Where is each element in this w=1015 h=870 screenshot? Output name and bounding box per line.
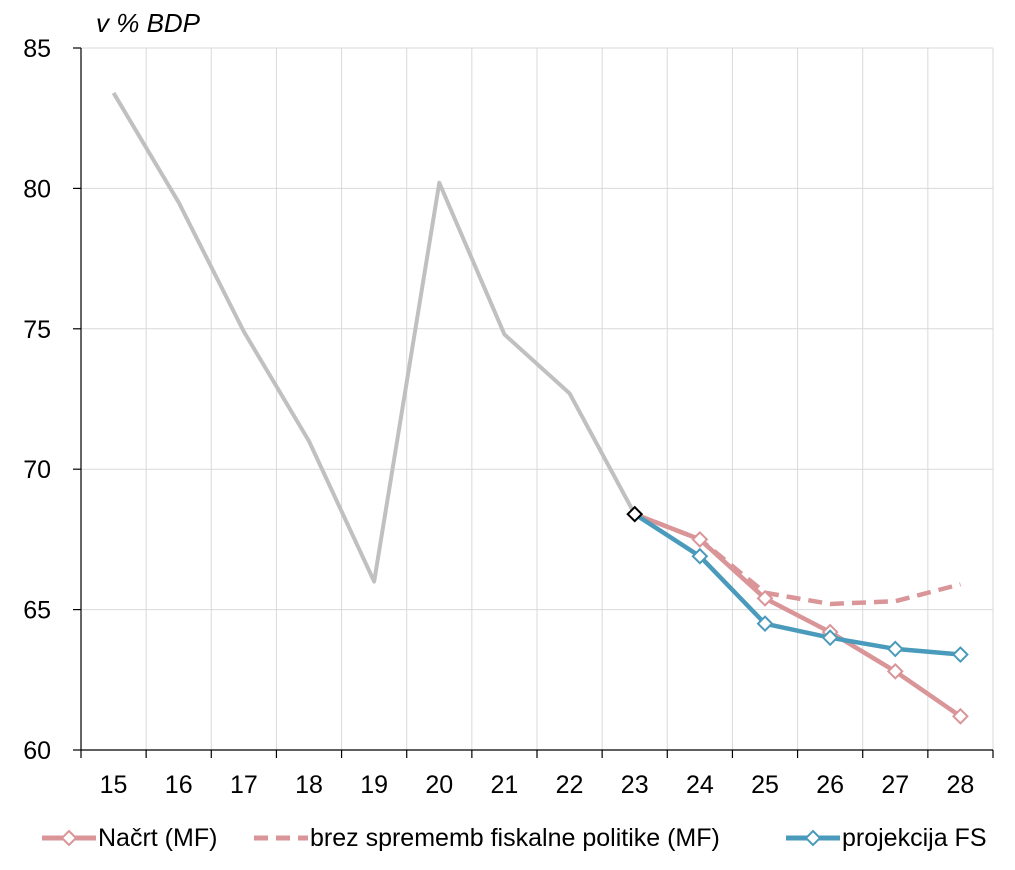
legend-swatch-nacrt bbox=[42, 829, 96, 847]
x-tick-label: 21 bbox=[491, 771, 519, 799]
data-point-projekcija bbox=[886, 640, 904, 658]
y-tick-label: 65 bbox=[23, 597, 51, 625]
x-tick-label: 24 bbox=[686, 771, 714, 799]
x-tick-label: 27 bbox=[881, 771, 909, 799]
legend-item-nacrt: Načrt (MF) bbox=[40, 818, 217, 858]
legend: Načrt (MF) brez sprememb fiskalne politi… bbox=[0, 818, 1015, 858]
data-point-projekcija bbox=[952, 646, 969, 663]
data-point-2023 bbox=[626, 505, 644, 523]
x-tick-label: 16 bbox=[165, 771, 193, 799]
y-tick-label: 75 bbox=[23, 316, 51, 344]
data-point-nacrt bbox=[952, 707, 969, 725]
data-point-projekcija bbox=[756, 615, 774, 633]
y-tick-label: 70 bbox=[23, 456, 51, 484]
legend-label-projekcija: projekcija FS bbox=[842, 823, 987, 852]
legend-label-nacrt: Načrt (MF) bbox=[98, 823, 218, 852]
data-point-nacrt bbox=[691, 530, 709, 548]
y-tick-label: 85 bbox=[23, 35, 51, 63]
legend-item-projekcija: projekcija FS bbox=[784, 818, 987, 858]
series-line-brez bbox=[633, 512, 961, 607]
x-tick-label: 20 bbox=[425, 771, 453, 799]
series-line-projekcija bbox=[633, 512, 961, 657]
x-tick-label: 25 bbox=[751, 771, 779, 799]
data-point-nacrt bbox=[886, 662, 904, 680]
unit-label: v % BDP bbox=[96, 8, 201, 38]
legend-swatch-brez bbox=[254, 835, 308, 841]
x-tick-label: 15 bbox=[100, 771, 128, 799]
x-tick-label: 19 bbox=[360, 771, 388, 799]
legend-swatch-projekcija bbox=[786, 829, 840, 847]
legend-label-brez: brez sprememb fiskalne politike (MF) bbox=[310, 823, 720, 852]
x-tick-label: 22 bbox=[556, 771, 584, 799]
series-line-historical bbox=[111, 91, 637, 584]
y-tick-label: 60 bbox=[23, 737, 51, 765]
data-point-projekcija bbox=[691, 547, 709, 565]
x-tick-label: 28 bbox=[947, 771, 975, 799]
x-tick-label: 26 bbox=[816, 771, 844, 799]
x-tick-label: 17 bbox=[230, 771, 258, 799]
y-tick-label: 80 bbox=[23, 175, 51, 203]
x-tick-label: 23 bbox=[621, 771, 649, 799]
series-line-nacrt bbox=[633, 512, 962, 719]
data-point-nacrt bbox=[756, 589, 774, 607]
x-tick-label: 18 bbox=[295, 771, 323, 799]
data-point-projekcija bbox=[821, 629, 839, 647]
legend-item-brez: brez sprememb fiskalne politike (MF) bbox=[252, 818, 720, 858]
